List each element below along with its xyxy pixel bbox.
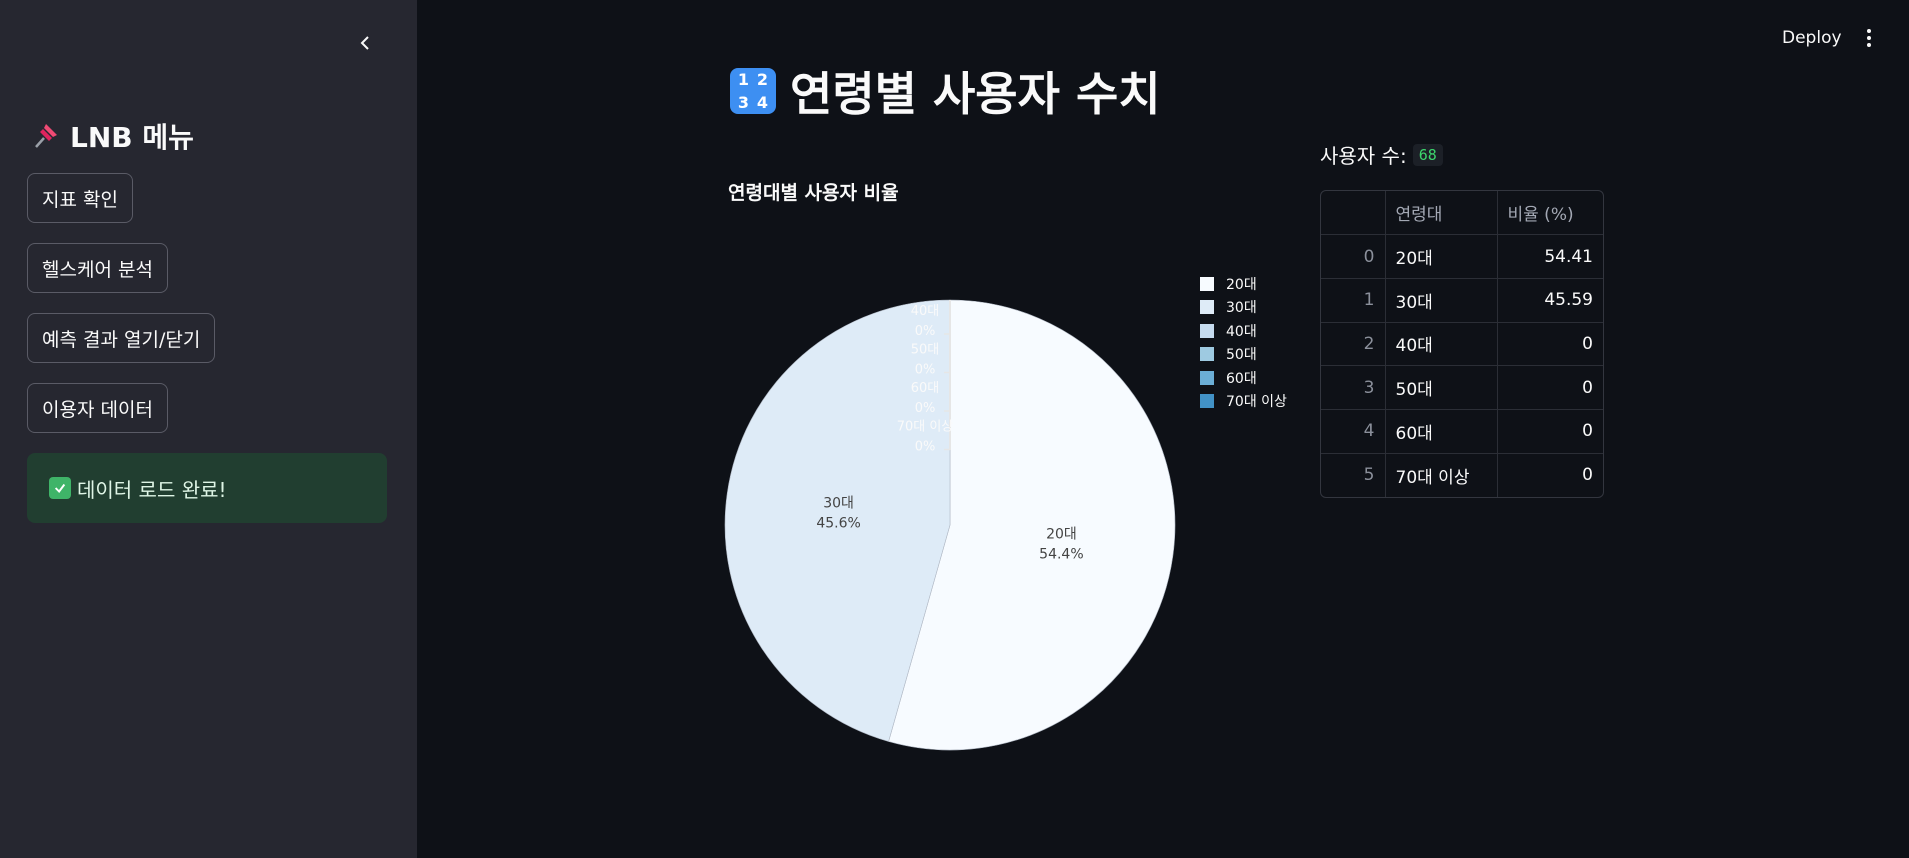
- pie-slice[interactable]: [888, 299, 1176, 751]
- row-age-group[interactable]: 60대: [1385, 409, 1498, 454]
- legend-label: 50대: [1226, 347, 1257, 364]
- row-age-group[interactable]: 40대: [1385, 322, 1498, 367]
- legend-item[interactable]: 70대 이상: [1200, 390, 1287, 414]
- pie-slice-label: 45.6%: [816, 515, 860, 531]
- legend-label: 20대: [1226, 276, 1257, 293]
- pie-slice-label: 0%: [915, 401, 936, 416]
- pie-slice-label: 0%: [915, 324, 936, 339]
- pie-slice[interactable]: [724, 299, 951, 742]
- legend-item[interactable]: 50대: [1200, 343, 1287, 367]
- user-count-label: 사용자 수:: [1320, 144, 1407, 168]
- sidebar-title-text: LNB 메뉴: [70, 121, 194, 154]
- success-message: 데이터 로드 완료!: [77, 477, 227, 502]
- pie-slice-label: 54.4%: [1039, 547, 1083, 563]
- chart-legend: 20대 30대 40대 50대 60대 70대 이상: [1200, 272, 1287, 413]
- legend-swatch: [1200, 323, 1214, 338]
- pie-slice-label: 50대: [911, 343, 940, 358]
- pie-slice-label: 70대 이상: [897, 420, 954, 435]
- column-header-age[interactable]: 연령대: [1385, 191, 1498, 236]
- column-header-ratio[interactable]: 비율 (%): [1497, 191, 1603, 236]
- row-ratio[interactable]: 0: [1497, 365, 1603, 410]
- row-ratio[interactable]: 54.41: [1497, 234, 1603, 279]
- pie-slice-label: 20대: [1046, 527, 1077, 543]
- legend-label: 30대: [1226, 300, 1257, 317]
- pie-slice-label: 30대: [823, 495, 854, 511]
- pie-chart-svg: 20대 54.4% 30대 45.6% 40대 0% 50대 0% 60대 0% 70대 이상 0%: [724, 299, 1176, 751]
- pushpin-icon: [35, 124, 57, 148]
- age-ratio-table: 연령대 비율 (%) 0 20대 54.41 1 30대 45.59 2 40대 0 3 50대 0 4…: [1320, 190, 1604, 498]
- table-row: 4 60대 0: [1321, 409, 1603, 454]
- row-age-group[interactable]: 50대: [1385, 365, 1498, 410]
- check-icon: [49, 477, 71, 499]
- metrics-button[interactable]: 지표 확인: [27, 173, 133, 223]
- chart-title: 연령대별 사용자 비율: [728, 182, 899, 204]
- row-index[interactable]: 4: [1321, 409, 1386, 454]
- legend-label: 70대 이상: [1226, 394, 1287, 411]
- deploy-button[interactable]: Deploy: [1782, 28, 1842, 48]
- legend-label: 60대: [1226, 370, 1257, 387]
- healthcare-analysis-button[interactable]: 헬스케어 분석: [27, 243, 168, 293]
- prediction-toggle-button[interactable]: 예측 결과 열기/닫기: [27, 313, 216, 363]
- legend-swatch: [1200, 370, 1214, 385]
- table-row: 3 50대 0: [1321, 365, 1603, 410]
- row-ratio[interactable]: 0: [1582, 465, 1593, 486]
- pie-slice-label: 60대: [911, 381, 940, 396]
- pie-slice-label: 40대: [911, 304, 940, 319]
- legend-swatch: [1200, 300, 1214, 315]
- row-ratio[interactable]: 45.59: [1497, 278, 1603, 323]
- table-header-row: 연령대 비율 (%): [1321, 191, 1603, 236]
- table-row: 1 30대 45.59: [1321, 278, 1603, 323]
- column-header-index[interactable]: [1321, 191, 1386, 236]
- row-ratio[interactable]: 0: [1497, 322, 1603, 367]
- pie-chart: 20대 54.4% 30대 45.6% 40대 0% 50대 0% 60대 0% 70대 이상 0%: [700, 250, 1300, 858]
- sidebar: LNB 메뉴 지표 확인 헬스케어 분석 예측 결과 열기/닫기 이용자 데이터…: [0, 0, 417, 858]
- table-row: 0 20대 54.41: [1321, 234, 1603, 279]
- table-row: 2 40대 0: [1321, 322, 1603, 367]
- row-index[interactable]: 3: [1321, 365, 1386, 410]
- user-count: 사용자 수: 68: [1320, 140, 1443, 169]
- page-title-text: 연령별 사용자 수치: [790, 67, 1161, 121]
- legend-item[interactable]: 20대: [1200, 272, 1287, 296]
- sidebar-title: LNB 메뉴: [30, 116, 194, 156]
- pie-slice-label: 0%: [915, 363, 936, 378]
- collapse-sidebar-button[interactable]: [350, 28, 380, 58]
- table-row: 5 70대 이상 0: [1321, 453, 1603, 497]
- success-alert: 데이터 로드 완료!: [27, 453, 387, 523]
- legend-item[interactable]: 40대: [1200, 319, 1287, 343]
- chevron-left-icon: [360, 36, 369, 50]
- legend-item[interactable]: 30대: [1200, 296, 1287, 320]
- row-index[interactable]: 5: [1321, 453, 1386, 497]
- pie-slice-label: 0%: [915, 440, 936, 455]
- row-age-group[interactable]: 70대 이상: [1385, 453, 1498, 497]
- row-index[interactable]: 2: [1321, 322, 1386, 367]
- main-menu-icon[interactable]: [1857, 22, 1881, 54]
- user-data-button[interactable]: 이용자 데이터: [27, 383, 168, 433]
- row-ratio[interactable]: 0: [1497, 409, 1603, 454]
- user-count-value: 68: [1412, 143, 1443, 166]
- legend-label: 40대: [1226, 323, 1257, 340]
- legend-swatch: [1200, 394, 1214, 409]
- legend-item[interactable]: 60대: [1200, 366, 1287, 390]
- row-index[interactable]: 1: [1321, 278, 1386, 323]
- row-age-group[interactable]: 20대: [1385, 234, 1498, 279]
- row-age-group[interactable]: 30대: [1385, 278, 1498, 323]
- legend-swatch: [1200, 276, 1214, 291]
- row-index[interactable]: 0: [1321, 234, 1386, 279]
- legend-swatch: [1200, 347, 1214, 362]
